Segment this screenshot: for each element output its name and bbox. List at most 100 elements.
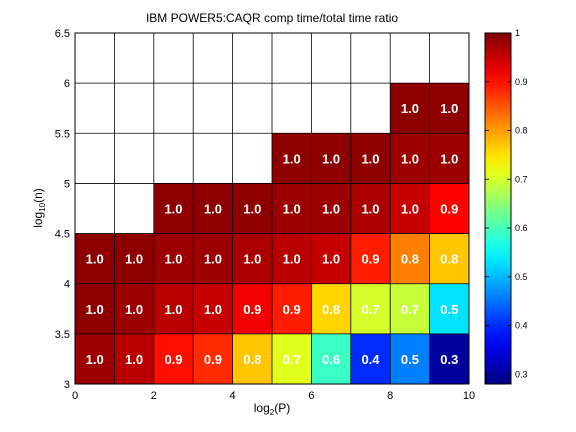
y-tick-label: 4.5 (55, 229, 70, 241)
cell-value-label: 0.9 (440, 202, 458, 217)
cell-value-label: 1.0 (440, 151, 458, 166)
x-axis-label-subscript: 2 (270, 408, 275, 417)
x-tick-label: 2 (151, 390, 157, 402)
cell-value-label: 1.0 (440, 101, 458, 116)
heatmap-cell (390, 233, 430, 284)
axis-ticks: 0 2 4 6 8 10 3 3.5 4 4.5 5 5.5 6 6.5 (55, 28, 475, 402)
cell-value-label: 1.0 (86, 352, 104, 367)
colorbar-tick-label: 0.3 (515, 369, 528, 379)
cell-value-label: 0.7 (401, 302, 419, 317)
cell-value-label: 0.8 (322, 302, 340, 317)
cell-value-label: 1.0 (401, 101, 419, 116)
cell-value-label: 1.0 (125, 352, 143, 367)
heatmap-cell (232, 333, 272, 384)
cell-value-labels: 1.0 1.0 0.9 0.9 0.8 0.7 0.6 0.4 0.5 0.3 1.0 1.0 1.0 1… (86, 101, 459, 367)
heatmap-cell (272, 183, 312, 234)
x-axis-label: log2(P) (254, 401, 290, 417)
y-tick-label: 3 (64, 379, 70, 391)
cell-value-label: 1.0 (86, 302, 104, 317)
heatmap-cell (193, 333, 233, 384)
cell-value-label: 1.0 (361, 202, 379, 217)
cell-value-label: 0.9 (164, 352, 182, 367)
cell-value-label: 1.0 (283, 202, 301, 217)
y-axis-label-base: log (31, 212, 45, 228)
heatmap-cell (232, 283, 272, 334)
heatmap-cell (429, 233, 469, 284)
heatmap-cell (311, 183, 351, 234)
y-tick-label: 6 (64, 78, 70, 90)
heatmap-cell (193, 283, 233, 334)
y-axis-label-rest: (n) (31, 188, 45, 203)
cell-value-label: 1.0 (283, 252, 301, 267)
cell-value-label: 1.0 (243, 252, 261, 267)
cell-value-label: 0.9 (283, 302, 301, 317)
cell-value-label: 1.0 (164, 202, 182, 217)
colorbar-tick-label: 0.9 (515, 77, 528, 87)
heatmap-cell (153, 333, 194, 384)
heatmap-cell (350, 183, 391, 234)
cell-value-label: 1.0 (322, 202, 340, 217)
colorbar (484, 32, 512, 385)
y-axis-label-subscript: 10 (38, 202, 47, 211)
plot-area-frame (74, 32, 470, 385)
heatmap-cell (75, 233, 115, 284)
colorbar-tick-label: 1 (515, 28, 520, 38)
cell-value-label: 0.8 (243, 352, 261, 367)
cell-value-label: 1.0 (125, 252, 143, 267)
heatmap-cell (75, 333, 115, 384)
cell-value-label: 1.0 (204, 202, 222, 217)
heatmap-cell (311, 233, 351, 284)
cell-value-label: 1.0 (86, 252, 104, 267)
heatmap-cell (350, 333, 391, 384)
cell-value-label: 0.7 (361, 302, 379, 317)
y-tick-label: 5.5 (55, 128, 70, 140)
cell-value-label: 0.8 (401, 252, 419, 267)
heatmap-cell (272, 233, 312, 284)
heatmap-cell (390, 183, 430, 234)
cell-value-label: 1.0 (401, 202, 419, 217)
cell-value-label: 0.7 (283, 352, 301, 367)
colorbar-tick-label: 0.5 (515, 272, 528, 282)
cell-value-label: 0.9 (204, 352, 222, 367)
x-axis-label-rest: (P) (274, 401, 290, 415)
heatmap-cell (272, 283, 312, 334)
x-tick-label: 8 (387, 390, 393, 402)
heatmap-cell (193, 233, 233, 284)
heatmap-cell (350, 283, 391, 334)
cell-value-label: 0.8 (440, 252, 458, 267)
cell-value-label: 1.0 (204, 302, 222, 317)
heatmap-cell (193, 183, 233, 234)
chart-title: IBM POWER5:CAQR comp time/total time rat… (146, 11, 398, 25)
cell-value-label: 1.0 (283, 151, 301, 166)
heatmap-cell (232, 233, 272, 284)
cell-value-label: 0.5 (440, 302, 458, 317)
colorbar-tick-label: 0.6 (515, 223, 528, 233)
cell-value-label: 0.5 (401, 352, 419, 367)
heatmap-cell (75, 283, 115, 334)
x-axis-label-base: log (254, 401, 270, 415)
y-tick-label: 6.5 (55, 28, 70, 40)
heatmap-cell (429, 83, 469, 134)
heatmap-cell (311, 333, 351, 384)
heatmap-cell (350, 233, 391, 284)
heatmap-cell (153, 283, 194, 334)
heatmap-cell (390, 283, 430, 334)
x-tick-label: 10 (463, 390, 475, 402)
heatmap-cell (429, 333, 469, 384)
colorbar-tick-label: 0.4 (515, 321, 528, 331)
cell-value-label: 0.3 (440, 352, 458, 367)
cell-value-label: 1.0 (164, 252, 182, 267)
cell-value-label: 1.0 (361, 151, 379, 166)
heatmap-cell (429, 133, 469, 184)
heatmap-cell (390, 333, 430, 384)
heatmap-cells (75, 83, 469, 384)
x-tick-label: 4 (230, 390, 236, 402)
colorbar-ticks: 0.3 0.4 0.5 0.6 0.7 0.8 0.9 1 (485, 28, 528, 379)
cell-value-label: 1.0 (322, 252, 340, 267)
heatmap-cell (114, 333, 154, 384)
heatmap-cell (153, 183, 194, 234)
y-axis-label: log10(n) (31, 188, 47, 228)
cell-value-label: 1.0 (322, 151, 340, 166)
heatmap-cell (272, 333, 312, 384)
